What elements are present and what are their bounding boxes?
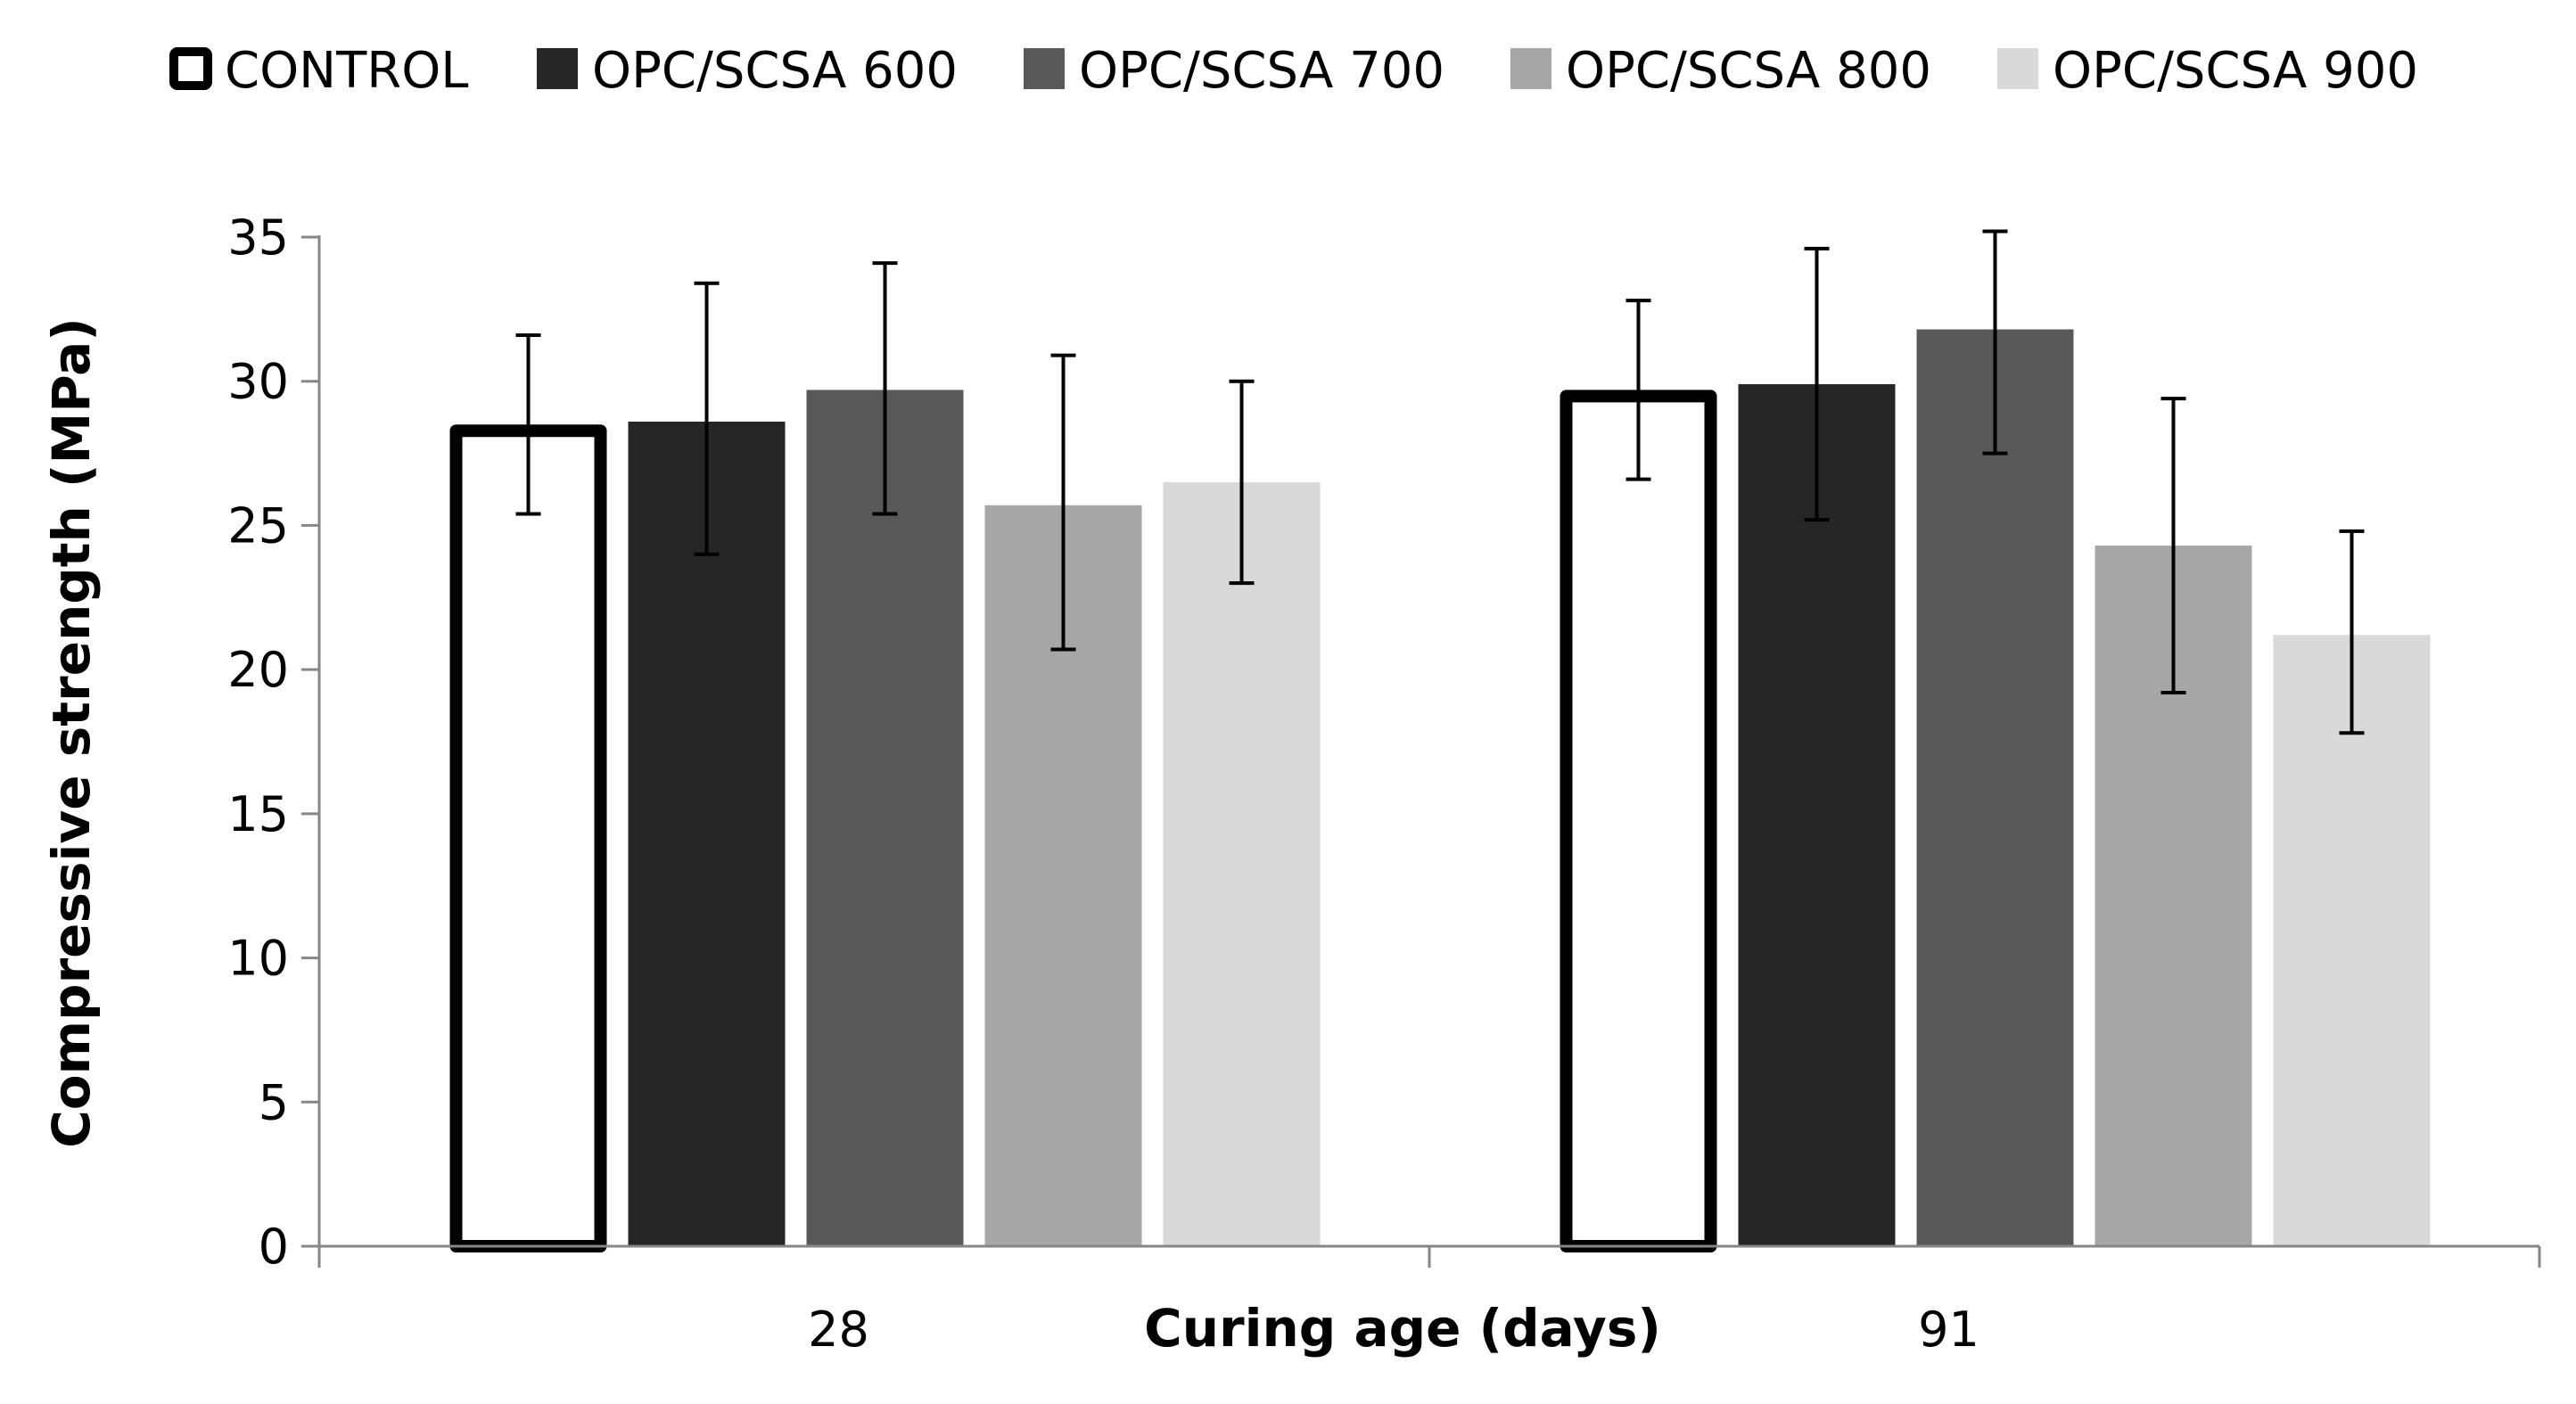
bar-control-28: [449, 424, 607, 1252]
bar-opc-scsa-600-28: [628, 421, 786, 1247]
error-bar: [1625, 299, 1651, 481]
axes: 0 5 10 15 20 25 30 35 28 91: [227, 209, 2541, 1358]
legend-item: CONTROL: [169, 42, 468, 100]
y-axis-title: Compressive strength (MPa): [41, 317, 102, 1148]
y-tick-label: 20: [227, 642, 289, 698]
legend-swatch: [1997, 48, 2038, 89]
y-tick-label: 30: [227, 354, 289, 410]
legend-item: OPC/SCSA 600: [537, 42, 958, 100]
error-bar: [872, 261, 898, 516]
bar-opc-scsa-900-28: [1163, 481, 1321, 1246]
legend-swatch: [1024, 48, 1065, 89]
bar-opc-scsa-700-91: [1916, 329, 2074, 1247]
error-bar: [1804, 246, 1830, 521]
y-tick-label: 15: [227, 786, 289, 842]
legend: CONTROL OPC/SCSA 600 OPC/SCSA 700 OPC/SCSA …: [169, 42, 2418, 100]
error-bar: [1982, 229, 2008, 456]
legend-item: OPC/SCSA 900: [1997, 42, 2418, 100]
y-tick-label: 35: [227, 209, 289, 266]
legend-swatch: [1510, 48, 1551, 89]
legend-label: OPC/SCSA 900: [2053, 42, 2418, 100]
x-tick-label: 28: [808, 1301, 869, 1358]
y-tick-label: 0: [259, 1219, 289, 1275]
y-tick-label: 25: [227, 497, 289, 554]
bar-opc-scsa-700-28: [806, 390, 964, 1247]
legend-label: OPC/SCSA 600: [592, 42, 958, 100]
error-bar: [1050, 353, 1076, 652]
y-tick-label: 5: [259, 1074, 289, 1130]
legend-swatch: [169, 47, 212, 90]
bar-control-91: [1560, 390, 1717, 1253]
error-bar: [694, 281, 720, 556]
error-bar: [515, 333, 541, 516]
error-bar: [1229, 379, 1255, 586]
plot-area: [449, 229, 2431, 1253]
x-axis-title: Curing age (days): [1144, 1298, 1661, 1359]
legend-swatch: [537, 48, 578, 89]
y-tick-label: 10: [227, 931, 289, 987]
legend-label: OPC/SCSA 800: [1566, 42, 1931, 100]
bar-opc-scsa-600-91: [1738, 383, 1896, 1246]
bar-opc-scsa-900-91: [2273, 635, 2431, 1246]
legend-label: OPC/SCSA 700: [1079, 42, 1444, 100]
legend-item: OPC/SCSA 800: [1510, 42, 1931, 100]
x-tick-label: 91: [1918, 1301, 1979, 1358]
legend-item: OPC/SCSA 700: [1024, 42, 1444, 100]
error-bar: [2160, 397, 2186, 695]
error-bar: [2339, 529, 2365, 735]
legend-label: CONTROL: [225, 42, 468, 100]
